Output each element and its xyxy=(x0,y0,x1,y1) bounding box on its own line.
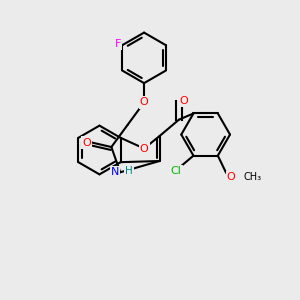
Text: CH₃: CH₃ xyxy=(243,172,261,182)
Text: H: H xyxy=(125,166,133,176)
Text: F: F xyxy=(115,39,121,49)
Text: N: N xyxy=(111,167,119,177)
Text: O: O xyxy=(227,172,236,182)
Text: Cl: Cl xyxy=(171,166,182,176)
Text: O: O xyxy=(180,96,189,106)
Text: O: O xyxy=(82,138,91,148)
Text: O: O xyxy=(140,98,148,107)
Text: O: O xyxy=(140,143,148,154)
